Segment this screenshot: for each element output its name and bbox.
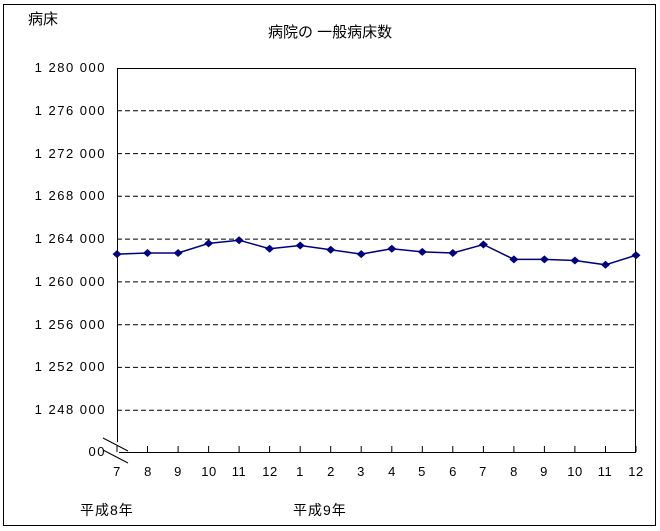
x-axis-tick-label: 8 xyxy=(144,464,152,479)
x-axis-tick-label: 10 xyxy=(567,464,583,479)
x-axis-tick-label: 7 xyxy=(113,464,121,479)
x-axis-tick-label: 5 xyxy=(418,464,426,479)
y-axis-unit-label: 病床 xyxy=(28,11,59,28)
era-label-heisei8: 平成8年 xyxy=(80,502,134,518)
y-axis-tick-label: 1 248 000 xyxy=(34,402,106,417)
x-axis-tick-label: 8 xyxy=(510,464,518,479)
data-point-marker xyxy=(478,240,488,249)
x-axis-tick-label: 9 xyxy=(540,464,548,479)
plot-area xyxy=(102,68,641,464)
y-axis-tick-label: 1 280 000 xyxy=(34,60,106,75)
x-axis-tick-label: 11 xyxy=(231,464,247,479)
x-axis-tick-label: 1 xyxy=(296,464,304,479)
data-point-marker xyxy=(173,249,183,257)
y-axis-tick-label: 1 256 000 xyxy=(34,317,106,332)
y-axis-tick-label: 1 252 000 xyxy=(34,359,106,374)
x-axis-tick-label: 4 xyxy=(388,464,396,479)
data-point-marker xyxy=(417,247,427,256)
data-line xyxy=(116,239,637,266)
data-point-marker xyxy=(601,260,610,269)
x-axis-tick-label: 9 xyxy=(174,464,182,479)
data-point-marker xyxy=(295,241,305,250)
data-point-marker xyxy=(539,255,549,264)
x-axis-tick-label: 10 xyxy=(201,464,217,479)
axis-break-mark xyxy=(102,437,129,452)
data-point-marker xyxy=(356,250,366,259)
x-axis-tick-label: 2 xyxy=(327,464,335,479)
chart-title: 病院の 一般病床数 xyxy=(268,24,393,41)
data-point-marker xyxy=(143,249,152,257)
data-point-marker xyxy=(448,249,458,257)
x-axis-tick-label: 6 xyxy=(449,464,457,479)
data-point-marker xyxy=(204,239,214,248)
x-axis-tick-label: 12 xyxy=(262,464,278,479)
data-point-marker xyxy=(265,244,275,253)
data-point-marker xyxy=(570,256,580,265)
y-axis-tick-label: 1 264 000 xyxy=(34,231,106,246)
data-point-marker xyxy=(112,250,122,259)
x-axis-tick-label: 3 xyxy=(357,464,365,479)
y-axis-tick-label: 1 260 000 xyxy=(34,274,106,289)
data-point-marker xyxy=(509,255,519,264)
data-point-marker xyxy=(387,244,397,253)
x-axis-tick-label: 12 xyxy=(628,464,644,479)
data-point-marker xyxy=(234,236,244,245)
y-axis-tick-label: 1 268 000 xyxy=(34,188,106,203)
y-axis-tick-label: 1 276 000 xyxy=(34,103,106,118)
y-axis-tick-label: 1 272 000 xyxy=(34,146,106,161)
x-axis-tick-label: 7 xyxy=(479,464,487,479)
data-point-marker xyxy=(631,251,641,260)
x-axis-tick-label: 11 xyxy=(597,464,613,479)
axis-break-mark xyxy=(102,449,129,464)
era-label-heisei9: 平成9年 xyxy=(293,502,347,518)
y-axis-break-label: 00 xyxy=(88,444,106,459)
data-point-marker xyxy=(326,245,336,254)
